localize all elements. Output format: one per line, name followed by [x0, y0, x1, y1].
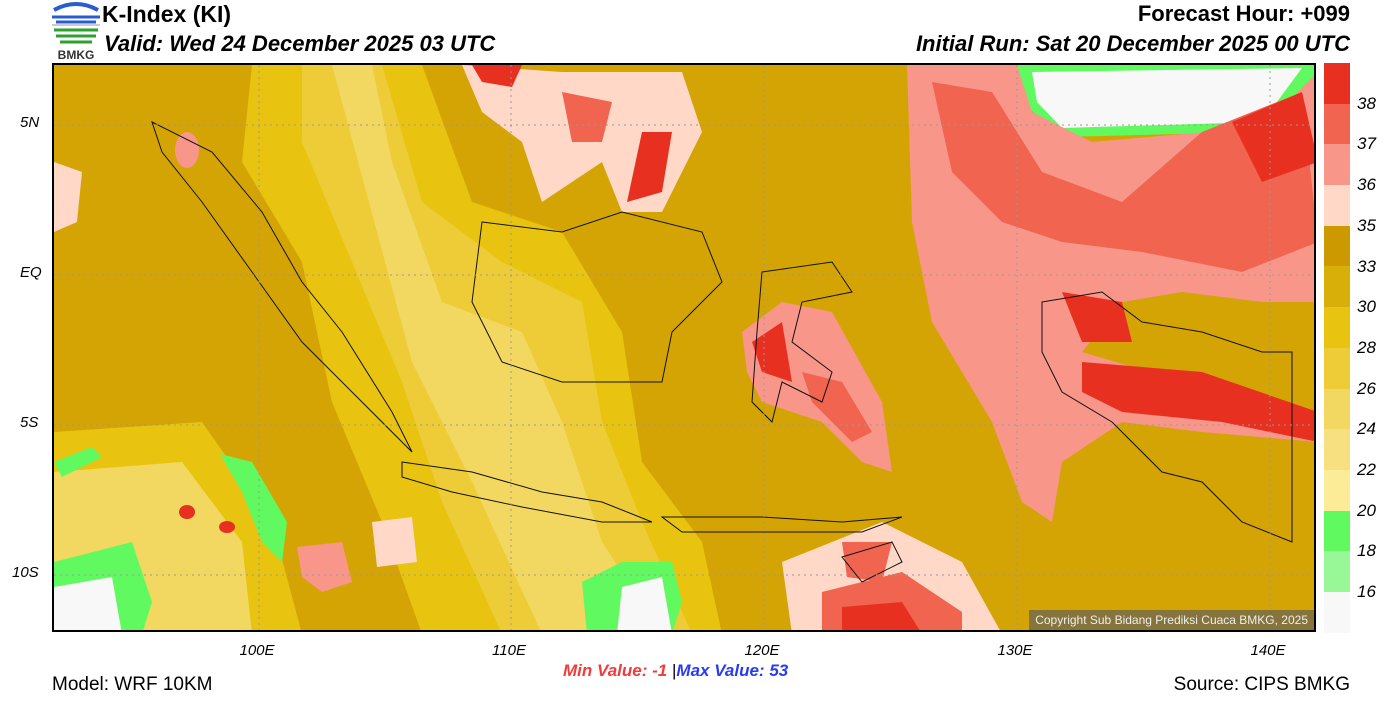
colorbar	[1324, 63, 1350, 633]
model-label: Model: WRF 10KM	[52, 674, 213, 695]
colorbar-label: 24	[1357, 419, 1376, 439]
bmkg-logo: BMKG	[50, 0, 102, 62]
colorbar-bin	[1324, 144, 1350, 186]
lon-label-110e: 110E	[492, 642, 526, 659]
colorbar-label: 30	[1357, 297, 1376, 317]
colorbar-label: 22	[1357, 460, 1376, 479]
colorbar-label: 26	[1357, 378, 1376, 398]
colorbar-label: 20	[1357, 500, 1376, 520]
colorbar-bin	[1324, 510, 1350, 552]
initial-run: Initial Run: Sat 20 December 2025 00 UTC	[915, 31, 1350, 56]
separator: |	[671, 661, 677, 680]
lon-label-120e: 120E	[744, 642, 780, 659]
lat-label-eq: EQ	[20, 264, 42, 281]
k-index-map	[52, 63, 1316, 632]
colorbar-label: 28	[1357, 337, 1376, 357]
min-label: Min Value:	[563, 661, 648, 680]
colorbar-bin	[1324, 591, 1350, 633]
colorbar-bin	[1324, 185, 1350, 226]
forecast-hour: Forecast Hour: +099	[1137, 1, 1350, 26]
colorbar-label: 18	[1357, 541, 1376, 561]
valid-time: Valid: Wed 24 December 2025 03 UTC	[104, 31, 496, 56]
min-value: -1	[652, 661, 668, 680]
colorbar-bin	[1324, 103, 1350, 145]
colorbar-bin	[1324, 225, 1350, 267]
colorbar-bin	[1324, 266, 1350, 308]
min-max-values: Min Value: -1 |Max Value: 53	[563, 661, 788, 681]
lat-label-5s: 5S	[20, 414, 39, 431]
colorbar-bin	[1324, 307, 1350, 348]
colorbar-label: 36	[1357, 175, 1376, 195]
map-field	[54, 65, 1314, 630]
lon-label-140e: 140E	[1250, 642, 1286, 659]
colorbar-bin	[1324, 429, 1350, 470]
colorbar-bin	[1324, 388, 1350, 430]
chart-title: K-Index (KI)	[102, 1, 232, 27]
colorbar-bin	[1324, 551, 1350, 592]
colorbar-label: 16	[1357, 582, 1376, 602]
colorbar-bin	[1324, 469, 1350, 511]
max-value: 53	[769, 661, 789, 680]
max-label: Max Value:	[676, 661, 765, 680]
lat-label-5n: 5N	[20, 114, 40, 131]
logo-text: BMKG	[58, 48, 95, 62]
colorbar-bin	[1324, 347, 1350, 389]
colorbar-label: 38	[1357, 93, 1376, 113]
source-label: Source: CIPS BMKG	[1173, 674, 1350, 695]
lon-label-100e: 100E	[239, 642, 275, 659]
lat-label-10s: 10S	[12, 564, 39, 581]
colorbar-label: 37	[1357, 134, 1376, 154]
colorbar-label: 33	[1357, 256, 1376, 276]
colorbar-label: 35	[1357, 215, 1376, 235]
colorbar-bin	[1324, 63, 1350, 104]
lon-label-130e: 130E	[997, 642, 1033, 659]
copyright-text: Copyright Sub Bidang Prediksi Cuaca BMKG…	[1029, 610, 1314, 630]
